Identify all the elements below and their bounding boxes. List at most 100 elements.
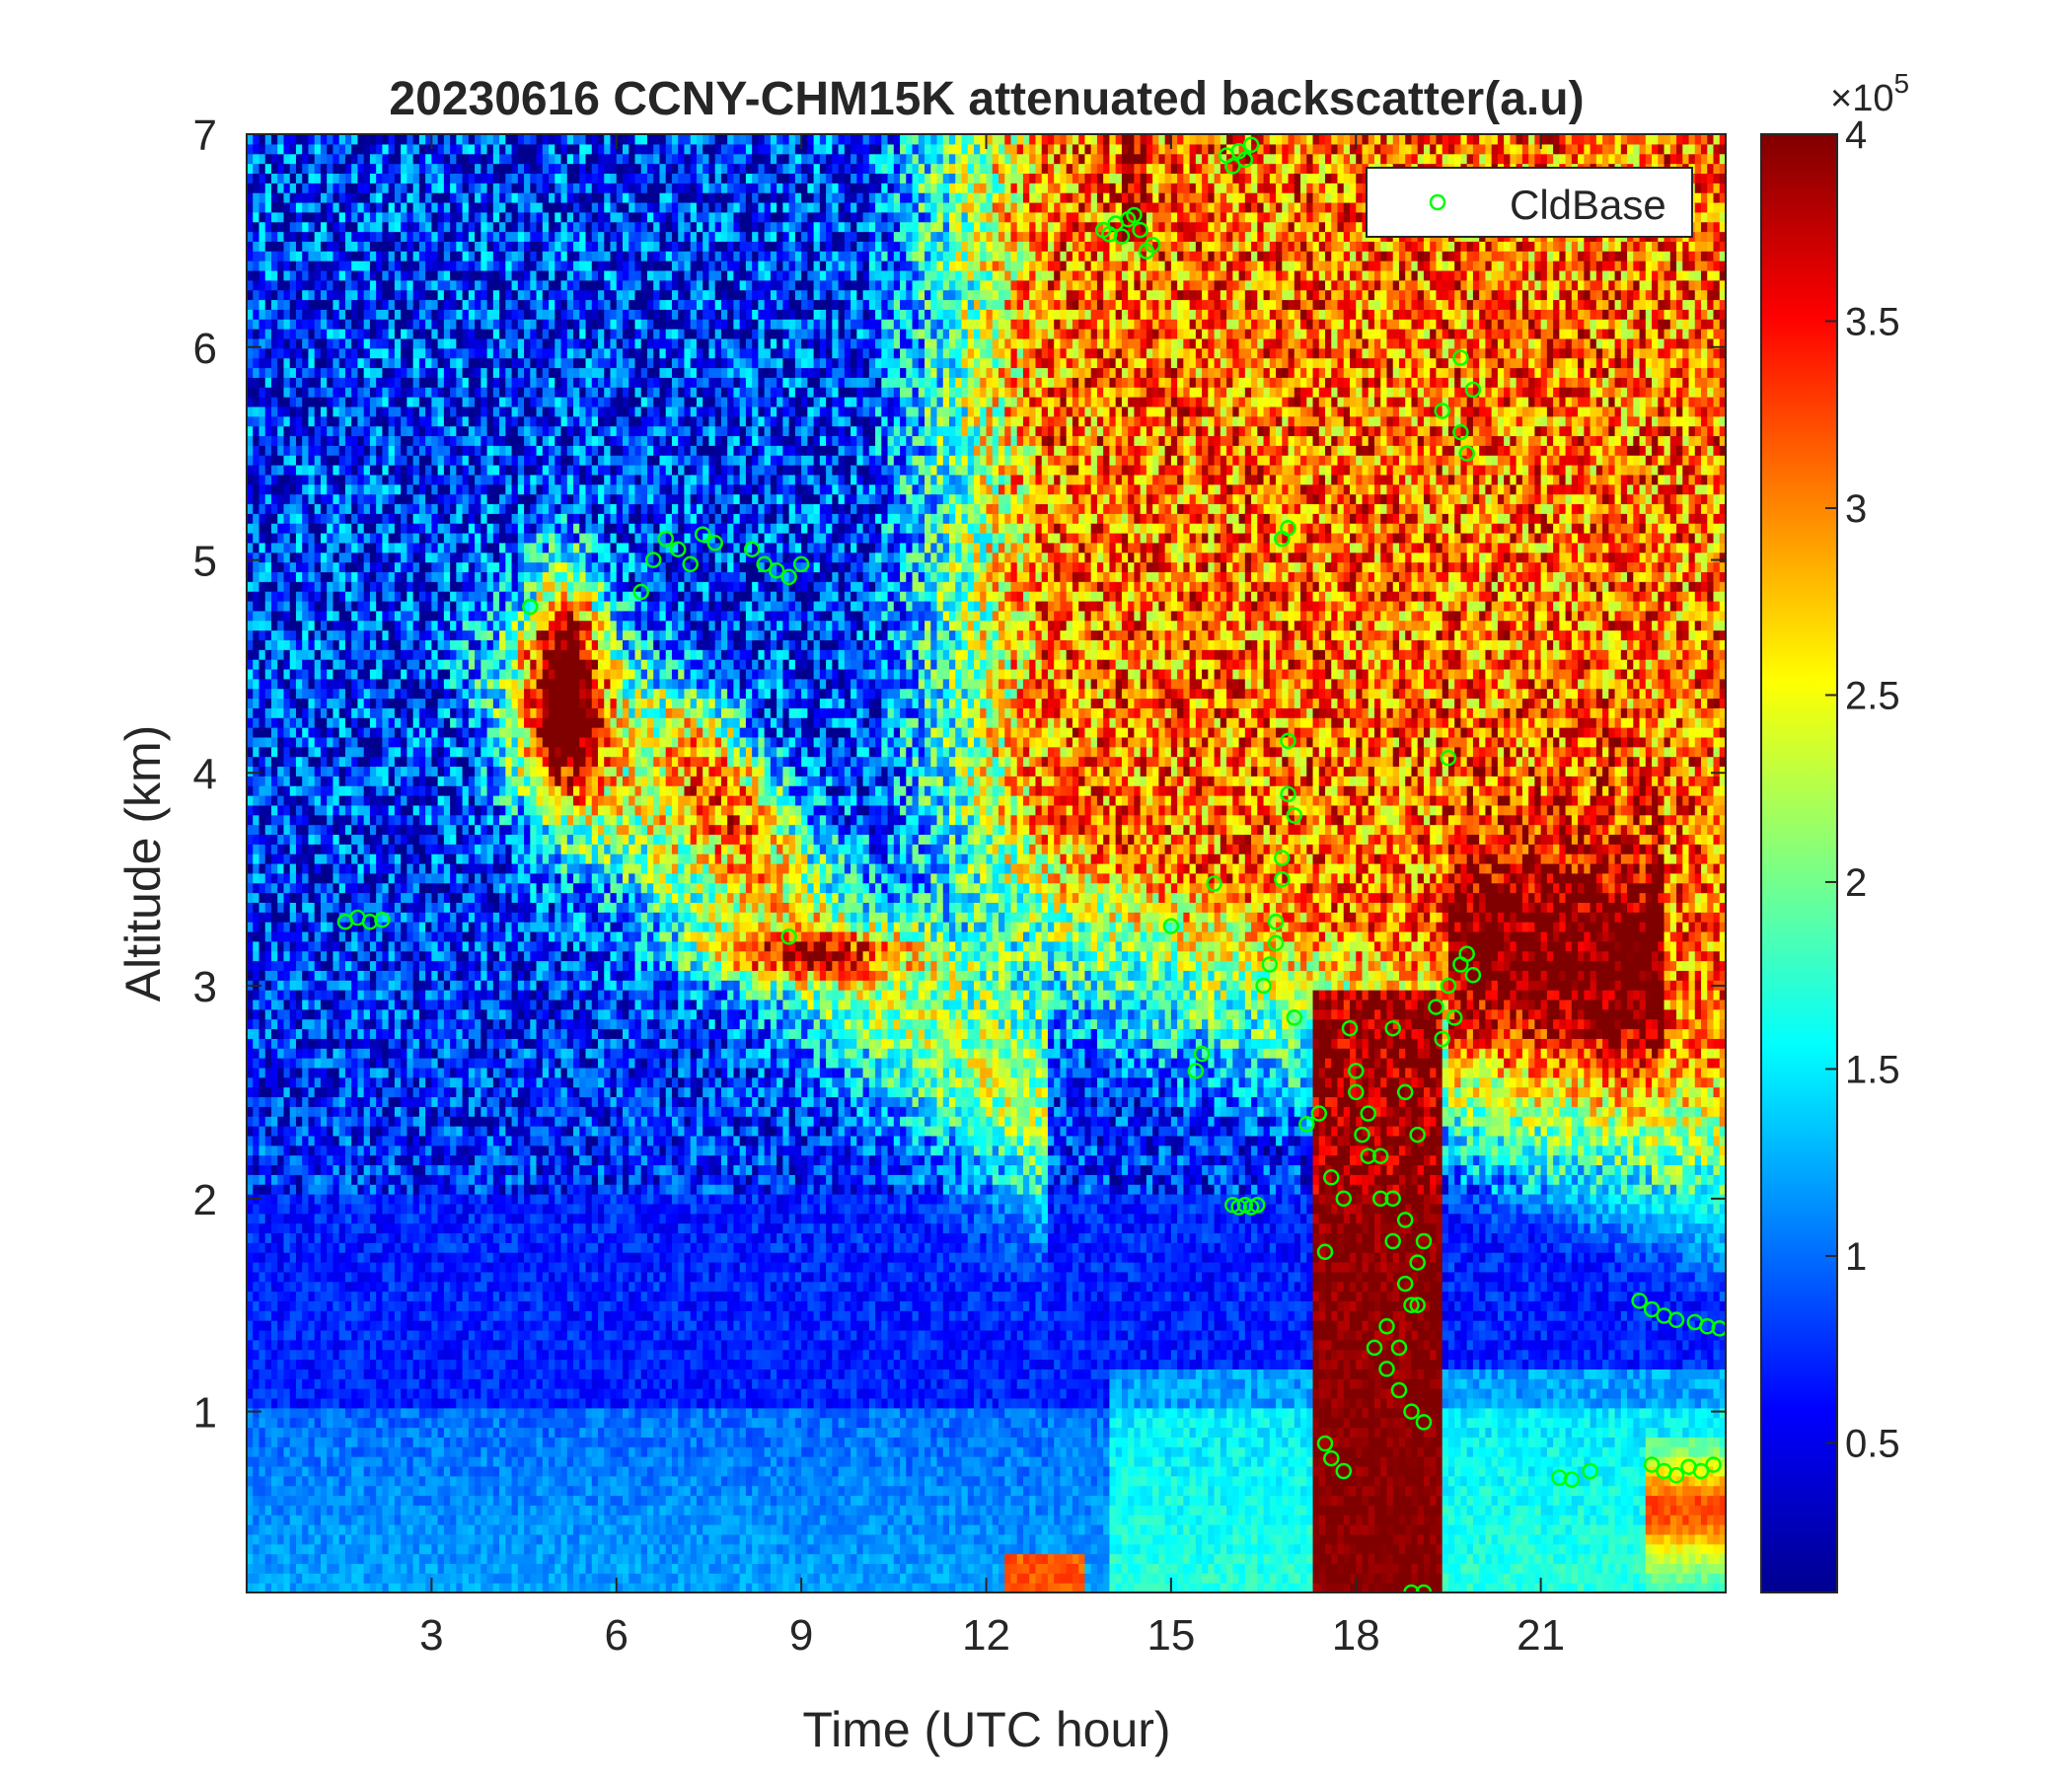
heatmap-cell <box>382 814 390 826</box>
heatmap-cell <box>344 902 352 913</box>
heatmap-cell <box>320 309 328 320</box>
heatmap-cell <box>369 192 377 203</box>
heatmap-cell <box>308 950 316 962</box>
heatmap-cell <box>327 1388 334 1399</box>
heatmap-cell <box>376 1456 384 1467</box>
heatmap-cell <box>425 347 432 359</box>
heatmap-cell <box>401 610 407 622</box>
heatmap-cell <box>283 1271 291 1283</box>
heatmap-cell <box>443 532 451 544</box>
heatmap-cell <box>253 1154 260 1166</box>
heatmap-cell <box>388 639 396 650</box>
heatmap-cell <box>388 766 396 777</box>
heatmap-cell <box>277 183 285 193</box>
heatmap-cell <box>247 1515 254 1525</box>
heatmap-cell <box>437 357 445 369</box>
heatmap-cell <box>401 1135 407 1147</box>
heatmap-cell <box>327 337 334 349</box>
heatmap-cell <box>264 347 272 359</box>
heatmap-cell <box>376 542 384 554</box>
heatmap-cell <box>344 329 352 339</box>
heatmap-cell <box>431 1048 439 1059</box>
heatmap-cell <box>425 1515 432 1525</box>
heatmap-cell <box>327 1135 334 1147</box>
heatmap-cell <box>450 1174 457 1185</box>
heatmap-cell <box>320 610 328 622</box>
heatmap-cell <box>314 1437 322 1447</box>
heatmap-cell <box>259 435 266 446</box>
heatmap-cell <box>264 523 272 534</box>
heatmap-cell <box>344 211 352 223</box>
heatmap-cell <box>425 455 432 466</box>
heatmap-cell <box>418 736 426 748</box>
heatmap-cell <box>412 1028 420 1039</box>
heatmap-cell <box>247 1465 254 1477</box>
heatmap-cell <box>351 1135 359 1147</box>
heatmap-cell <box>376 1086 384 1098</box>
heatmap-cell <box>363 221 371 233</box>
heatmap-cell <box>443 1417 451 1429</box>
heatmap-cell <box>302 1203 310 1215</box>
heatmap-cell <box>437 1485 445 1497</box>
heatmap-cell <box>295 990 303 1000</box>
heatmap-cell <box>407 600 414 612</box>
heatmap-cell <box>369 717 377 728</box>
heatmap-cell <box>407 1427 414 1438</box>
heatmap-cell <box>418 1242 426 1253</box>
heatmap-cell <box>412 211 420 223</box>
heatmap-cell <box>425 483 432 495</box>
heatmap-cell <box>437 804 445 816</box>
heatmap-cell <box>357 357 365 369</box>
heatmap-cell <box>418 552 426 563</box>
heatmap-cell <box>376 1417 384 1429</box>
heatmap-cell <box>289 192 297 203</box>
heatmap-cell <box>270 387 278 398</box>
heatmap-cell <box>283 1475 291 1487</box>
heatmap-cell <box>357 1349 365 1361</box>
heatmap-cell <box>327 844 334 854</box>
heatmap-cell <box>314 1427 322 1438</box>
heatmap-cell <box>357 1232 365 1243</box>
heatmap-cell <box>333 319 340 330</box>
heatmap-cell <box>388 347 396 359</box>
heatmap-cell <box>376 134 384 145</box>
heatmap-cell <box>418 483 426 495</box>
heatmap-cell <box>277 1164 285 1175</box>
heatmap-cell <box>270 668 278 680</box>
heatmap-cell <box>247 1359 254 1369</box>
heatmap-cell <box>431 163 439 175</box>
heatmap-cell <box>394 445 402 456</box>
heatmap-cell <box>253 542 260 554</box>
heatmap-cell <box>351 163 359 175</box>
heatmap-cell <box>407 1252 414 1263</box>
heatmap-cell <box>363 1126 371 1137</box>
heatmap-cell <box>401 1475 407 1487</box>
heatmap-cell <box>270 1203 278 1215</box>
heatmap-cell <box>407 425 414 437</box>
heatmap-cell <box>314 221 322 233</box>
heatmap-cell <box>376 1038 384 1049</box>
heatmap-cell <box>247 221 254 233</box>
heatmap-cell <box>259 241 266 252</box>
heatmap-cell <box>388 532 396 544</box>
heatmap-cell <box>259 377 266 388</box>
heatmap-cell <box>394 347 402 359</box>
heatmap-cell <box>327 425 334 437</box>
heatmap-cell <box>376 347 384 359</box>
heatmap-cell <box>259 591 266 602</box>
heatmap-cell <box>394 872 402 884</box>
heatmap-cell <box>259 1475 266 1487</box>
heatmap-cell <box>277 960 285 971</box>
heatmap-cell <box>388 1437 396 1447</box>
heatmap-cell <box>443 863 451 874</box>
heatmap-cell <box>327 309 334 320</box>
heatmap-cell <box>270 435 278 446</box>
heatmap-cell <box>289 571 297 582</box>
heatmap-cell <box>277 571 285 582</box>
heatmap-cell <box>351 649 359 660</box>
heatmap-cell <box>388 493 396 505</box>
heatmap-cell <box>247 1203 254 1215</box>
heatmap-cell <box>382 1388 390 1399</box>
heatmap-cell <box>277 756 285 768</box>
heatmap-cell <box>302 940 310 952</box>
